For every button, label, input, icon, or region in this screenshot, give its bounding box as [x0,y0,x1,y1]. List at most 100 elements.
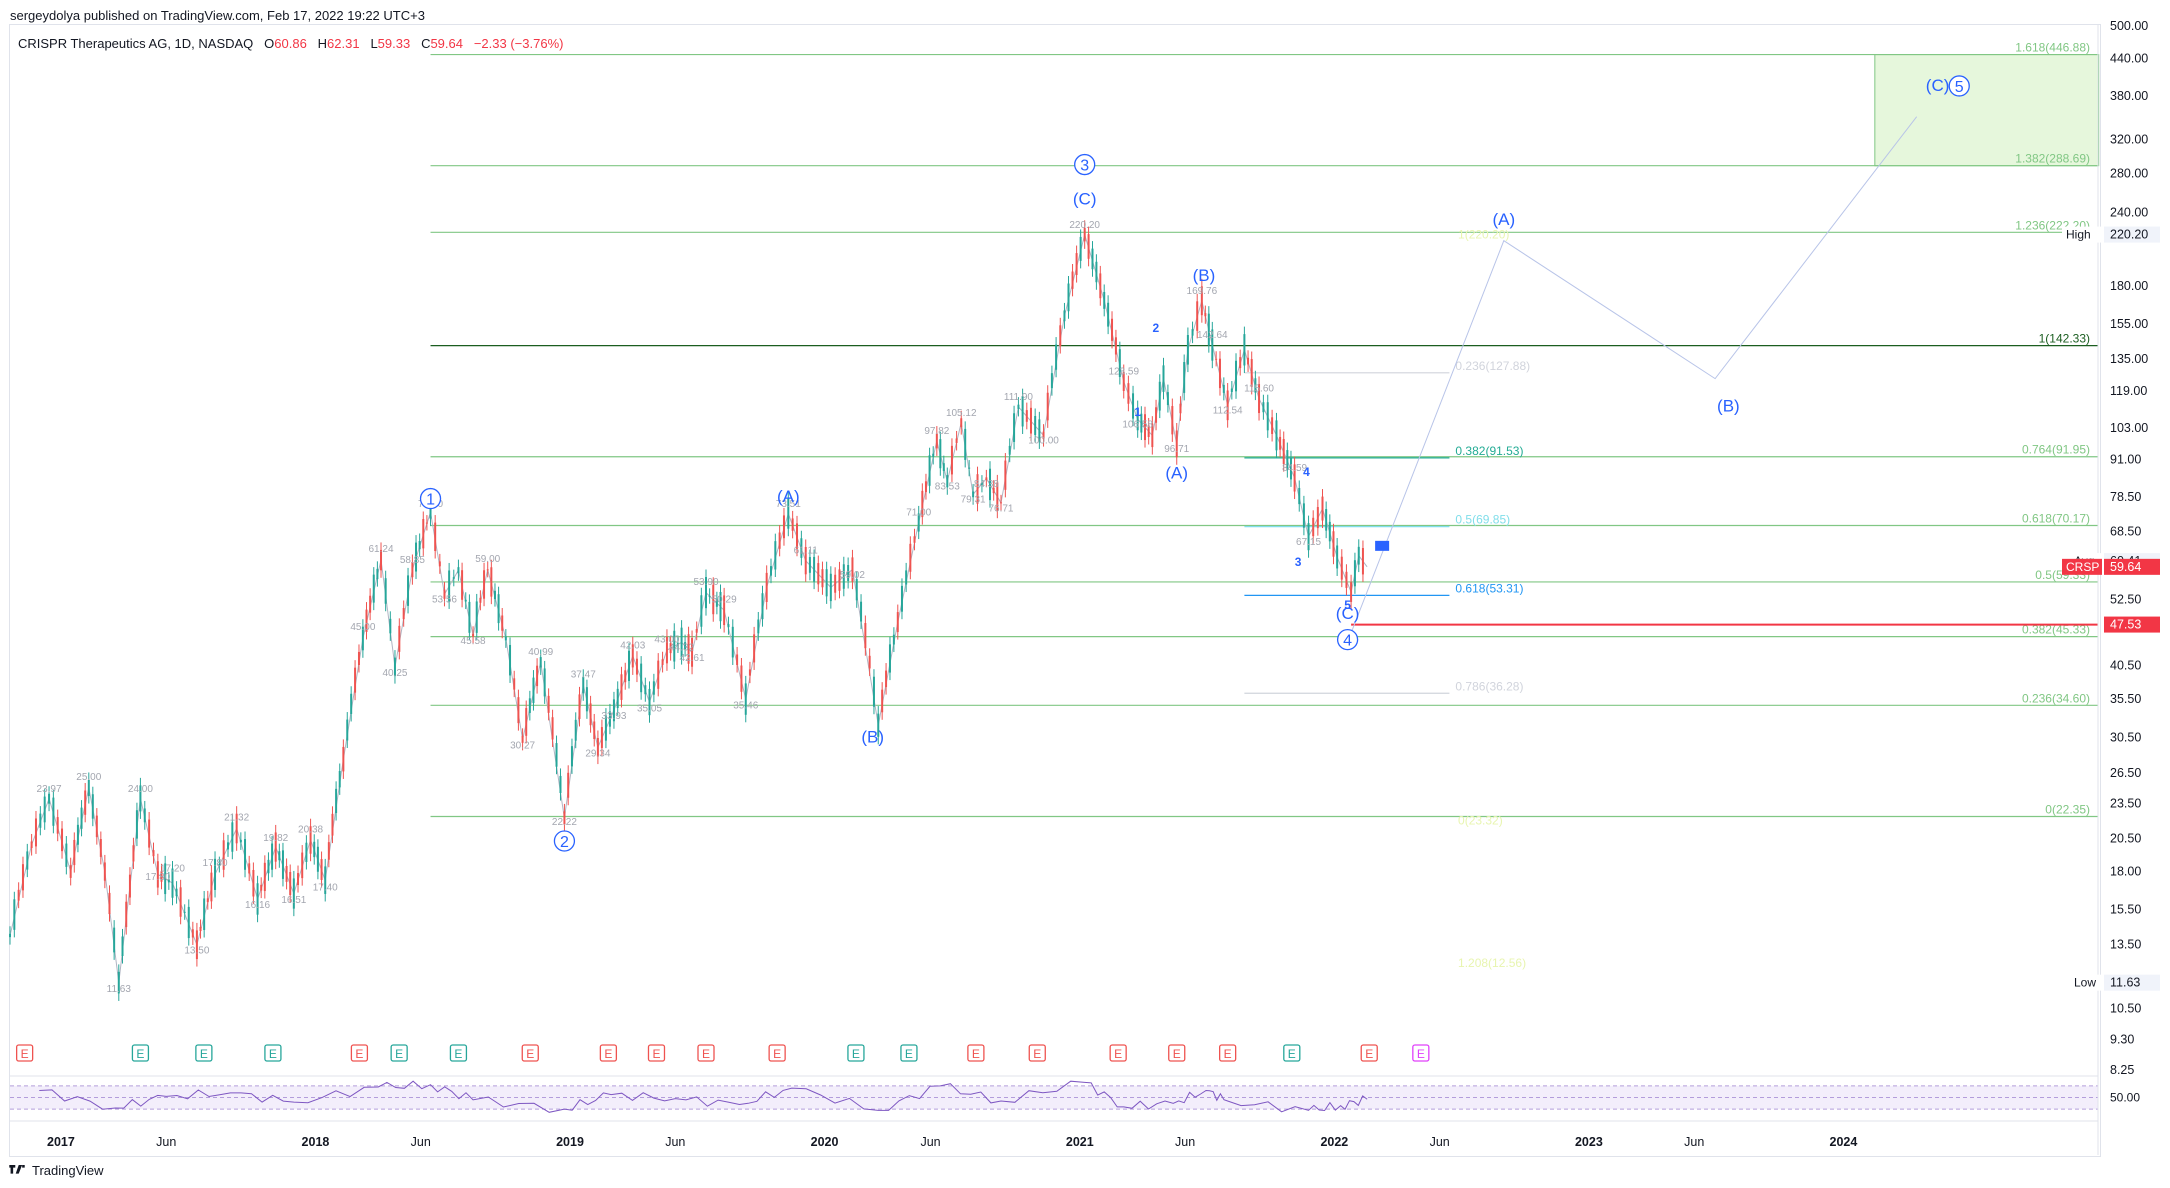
pivot-label: 111.90 [1004,392,1034,403]
candle-body [21,864,24,891]
earnings-marker [647,1044,666,1062]
candle-body [285,865,288,882]
candle-body [278,851,281,861]
candle-body [719,591,722,622]
earnings-marker-label: E [1224,1047,1232,1061]
candle-body [1350,582,1353,602]
pivot-label: 83.53 [935,482,960,493]
candle-body [631,644,634,668]
y-axis-tick: 78.50 [2110,490,2141,504]
candle-body [860,601,863,622]
pivot-label: 30.27 [510,740,535,751]
candle-body [712,584,715,615]
y-axis-tick: 280.00 [2110,166,2148,180]
x-axis-tick: 2020 [811,1135,839,1149]
y-axis-tick: 440.00 [2110,52,2148,66]
earnings-marker-label: E [395,1047,403,1061]
candle-body [676,643,679,646]
fib-level-label: 0.382(45.33) [2022,623,2090,637]
y-axis-tick: 119.00 [2110,384,2147,398]
y-axis-tick: 52.50 [2110,592,2141,606]
candle-body [1321,496,1324,521]
y-axis-tick: 68.50 [2110,525,2141,539]
candle-body [648,688,651,716]
candle-body [909,543,912,572]
candle-body [1008,445,1011,455]
high-value: 62.31 [327,36,360,51]
candle-body [578,694,581,719]
pivot-label: 20.38 [298,824,323,835]
candle-body [231,822,234,852]
pivot-label: 42.03 [620,640,645,651]
fib-level-label: 0.618(53.31) [1455,581,1523,595]
fib-level-label: 0.236(127.88) [1455,359,1530,373]
candle-body [917,513,920,532]
candle-body [415,542,418,572]
pivot-label: 16.51 [281,895,306,906]
wave-label: (C) [1336,604,1360,623]
candle-body [1211,329,1214,361]
x-axis-tick: 2023 [1575,1135,1603,1149]
candle-body [1034,416,1037,435]
pivot-label: 17.80 [203,858,228,869]
candle-body [1122,372,1125,391]
candle-body [210,872,213,902]
earnings-marker [449,1044,468,1062]
candle-body [1099,273,1102,299]
candle-body [361,626,364,651]
candle-body [1114,337,1117,355]
fib-level-label: 0.618(70.17) [2022,511,2090,525]
candle-body [52,797,55,826]
candle-body [567,772,570,798]
pivot-label: 61.11 [794,545,819,556]
candle-body [968,467,971,469]
symbol-title[interactable]: CRISPR Therapeutics AG, 1D, NASDAQ [18,36,254,51]
candle-body [393,657,396,677]
candle-body [504,636,507,641]
low-value: 59.33 [377,36,411,51]
earnings-marker [1168,1044,1186,1062]
candle-body [547,695,550,713]
candle-body [900,585,903,612]
candle-body [1063,310,1066,322]
candle-body [1191,329,1194,336]
candle-body [411,561,414,578]
candle-body [357,651,360,665]
candle-body [1286,450,1289,471]
candle-body [640,663,643,693]
candle-body [691,637,694,667]
candle-body [782,515,785,539]
candle-body [30,841,33,849]
candle-body [555,743,558,767]
candle-body [43,796,46,823]
candle-body [65,843,68,867]
candle-body [422,519,425,549]
pivot-label: 40.25 [382,668,407,679]
candle-body [992,487,995,494]
candle-body [320,859,323,880]
candle-body [1166,392,1169,406]
candle-body [960,418,963,428]
candle-body [1275,420,1278,451]
candle-body [483,570,486,599]
y-axis-tick: 23.50 [2110,797,2141,811]
pivot-label: 24.00 [128,784,153,795]
candle-body [521,735,524,743]
pivot-label: 96.71 [1164,444,1189,455]
candle-body [438,561,441,567]
wave-label: (B) [1193,266,1216,285]
candle-body [448,570,451,602]
earnings-marker [768,1044,786,1062]
candle-body [757,619,760,634]
candle-body [950,445,953,475]
candle-body [989,468,992,501]
x-axis-tick: Jun [411,1135,431,1149]
candle-body [350,693,353,714]
pivot-label: 37.47 [571,670,596,681]
candle-body [1183,362,1186,393]
x-axis-tick: Jun [1175,1135,1195,1149]
candle-body [1215,358,1218,360]
candle-body [834,574,837,593]
candle-body [851,557,854,582]
